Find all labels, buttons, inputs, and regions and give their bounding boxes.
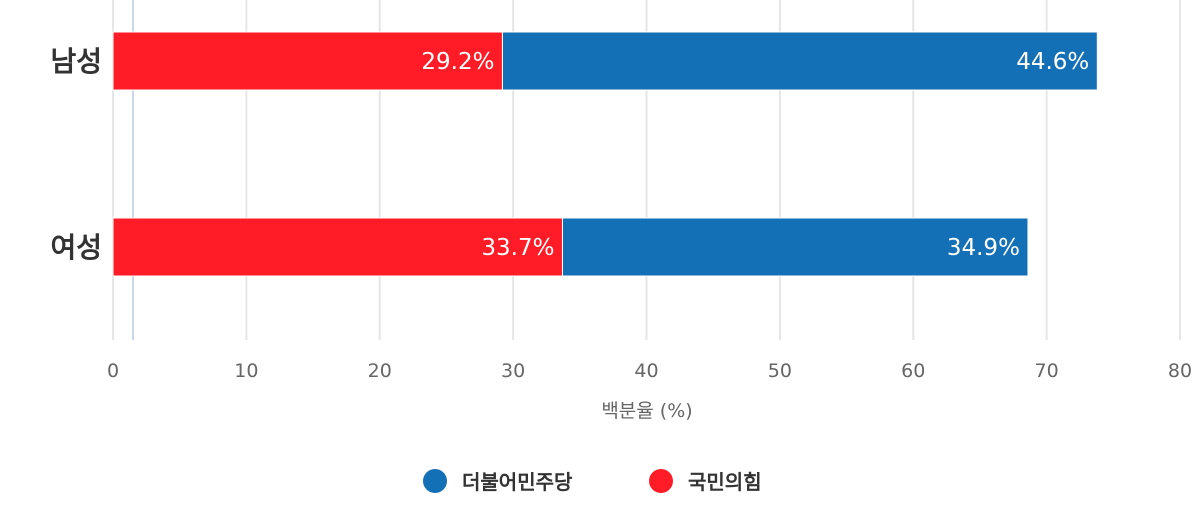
- x-tick-label: 40: [634, 360, 658, 382]
- x-tick-label: 10: [234, 360, 258, 382]
- legend-marker[interactable]: [649, 469, 673, 493]
- bar-segment[interactable]: [112, 217, 563, 277]
- x-tick-label: 80: [1168, 360, 1192, 382]
- legend: 더불어민주당 국민의힘: [423, 469, 762, 494]
- data-label: 34.9%: [947, 235, 1020, 261]
- x-axis-ticks: 0 10 20 30 40 50 60 70 80: [107, 360, 1192, 382]
- legend-item[interactable]: 더불어민주당: [462, 470, 573, 494]
- legend-marker[interactable]: [423, 469, 447, 493]
- legend-item[interactable]: 국민의힘: [688, 470, 762, 494]
- bars: 29.2% 44.6% 33.7% 34.9%: [112, 31, 1098, 277]
- x-tick-label: 60: [901, 360, 925, 382]
- x-tick-label: 0: [107, 360, 119, 382]
- category-label: 남성: [50, 45, 102, 78]
- x-tick-label: 50: [768, 360, 792, 382]
- data-label: 29.2%: [421, 49, 494, 75]
- x-axis-title: 백분율 (%): [601, 400, 692, 422]
- x-tick-label: 20: [368, 360, 392, 382]
- data-label: 44.6%: [1016, 49, 1089, 75]
- bar-segment[interactable]: [501, 31, 1098, 91]
- data-label: 33.7%: [481, 235, 554, 261]
- x-tick-label: 70: [1035, 360, 1059, 382]
- category-label: 여성: [50, 231, 102, 264]
- bar-segment[interactable]: [561, 217, 1029, 277]
- x-tick-label: 30: [501, 360, 525, 382]
